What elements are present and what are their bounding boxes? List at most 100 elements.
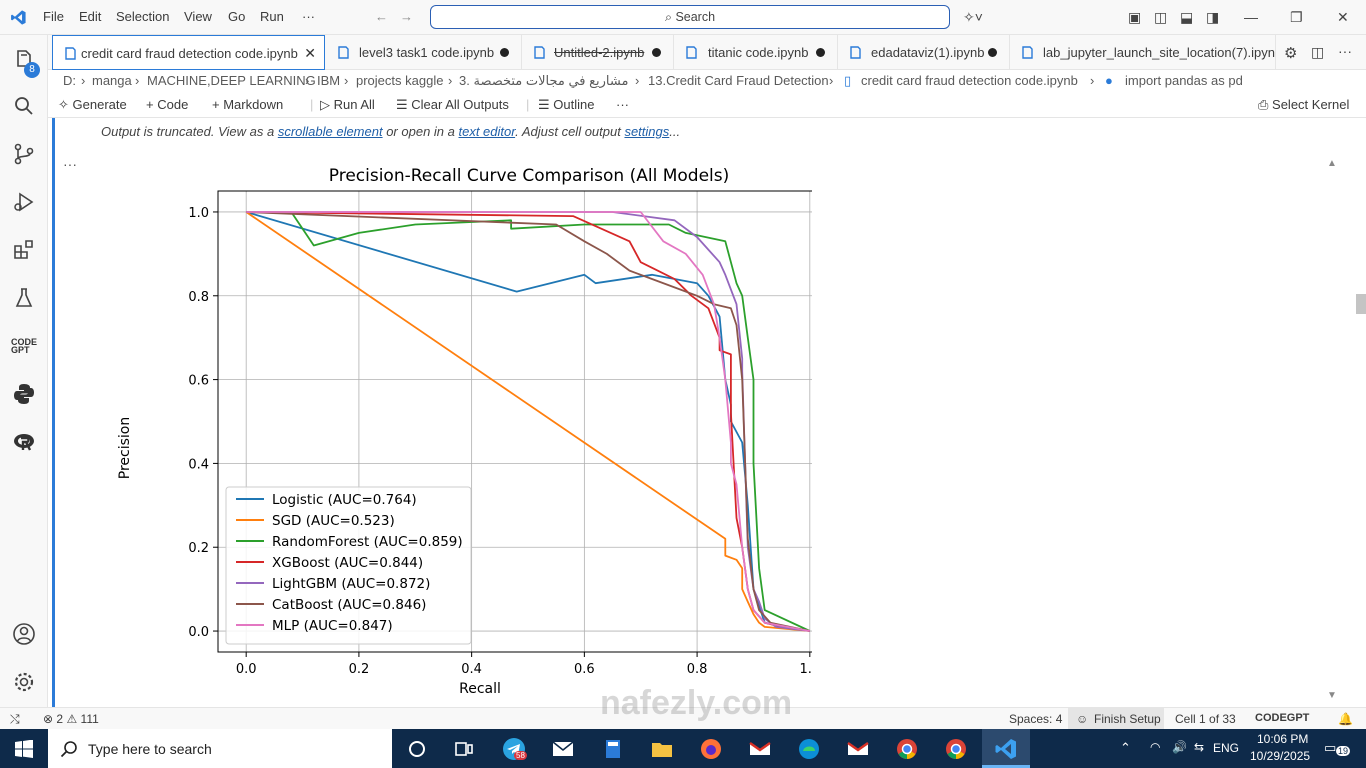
cell-position[interactable]: Cell 1 of 33 [1175, 712, 1236, 726]
scroll-up-icon[interactable]: ▲ [1327, 158, 1337, 169]
vscode-logo-icon[interactable] [10, 9, 27, 26]
toolbar-more-button[interactable]: ··· [616, 97, 629, 112]
command-search-box[interactable]: ⌕ Search [430, 5, 950, 29]
explorer-icon[interactable] [12, 48, 36, 72]
gmail-icon-2[interactable] [846, 737, 870, 761]
breadcrumb-sep-icon: › [829, 73, 834, 88]
tab-edadataviz[interactable]: edadataviz(1).ipynb [838, 35, 1010, 70]
menu-file[interactable]: File [43, 9, 64, 24]
breadcrumb-item[interactable]: IBM [317, 73, 341, 88]
scrollbar-thumb[interactable] [1356, 294, 1366, 314]
tab-settings-gear-icon[interactable]: ⚙ [1284, 45, 1298, 62]
clear-label: Clear All Outputs [411, 97, 509, 112]
clear-outputs-button[interactable]: ☰ Clear All Outputs [396, 97, 509, 113]
toggle-sidebar-icon[interactable]: ◫ [1154, 9, 1168, 25]
chrome-profile-icon[interactable] [944, 737, 968, 761]
unsaved-dot-icon [652, 48, 661, 57]
vscode-taskbar-button[interactable] [982, 729, 1030, 768]
add-markdown-button[interactable]: + Markdown [212, 97, 283, 112]
menu-run[interactable]: Run [260, 9, 284, 24]
firefox-icon[interactable] [699, 737, 723, 761]
source-control-icon[interactable] [12, 142, 36, 166]
breadcrumb-item[interactable]: projects kaggle [356, 73, 444, 88]
notebook-file-icon: ▯ [844, 73, 852, 88]
tab-untitled-2[interactable]: Untitled-2.ipynb [522, 35, 674, 70]
action-center-icon[interactable]: ▭ [1324, 740, 1337, 755]
breadcrumb-item[interactable]: credit card fraud detection code.ipynb [861, 73, 1078, 88]
add-code-button[interactable]: + Code [146, 97, 188, 112]
remote-icon[interactable]: ⤭ [10, 712, 20, 726]
menu-view[interactable]: View [184, 9, 212, 24]
taskbar-search-box[interactable]: Type here to search [48, 729, 392, 768]
network-icon[interactable]: ◠ [1150, 740, 1161, 754]
search-icon[interactable] [12, 94, 36, 118]
cortana-icon[interactable] [405, 737, 429, 761]
close-tab-icon[interactable]: ✕ [304, 45, 316, 61]
volume-icon[interactable]: 🔊 [1172, 740, 1187, 754]
breadcrumb-item[interactable]: import pandas as pd [1125, 73, 1243, 88]
mail-icon[interactable] [551, 737, 575, 761]
text-editor-link[interactable]: text editor [458, 124, 516, 139]
layout-customize-icon[interactable]: ▣ [1128, 9, 1142, 25]
testing-flask-icon[interactable] [12, 286, 36, 310]
clock-time[interactable]: 10:06 PM [1257, 732, 1309, 746]
finish-setup-button[interactable]: ☺ Finish Setup [1068, 708, 1164, 730]
scroll-down-icon[interactable]: ▼ [1327, 690, 1337, 701]
clock-date[interactable]: 10/29/2025 [1250, 749, 1311, 763]
task-view-icon[interactable] [452, 737, 476, 761]
breadcrumb-item[interactable]: D: [63, 73, 76, 88]
x-tick-label: 1.0 [799, 662, 812, 677]
calculator-icon[interactable] [601, 737, 625, 761]
generate-button[interactable]: ✧ Generate [58, 97, 127, 113]
output-more-actions[interactable]: ··· [63, 156, 77, 172]
language-switch-icon[interactable]: ⇆ [1194, 740, 1205, 754]
run-debug-icon[interactable] [12, 190, 36, 214]
notifications-bell-icon[interactable]: 🔔 [1338, 712, 1353, 726]
r-language-icon[interactable] [12, 430, 36, 454]
tab-credit-card-fraud[interactable]: credit card fraud detection code.ipynb ✕ [52, 35, 325, 70]
tab-level3-task1[interactable]: level3 task1 code.ipynb [326, 35, 522, 70]
close-window-icon[interactable]: ✕ [1337, 9, 1349, 25]
split-editor-icon[interactable]: ◫ [1311, 44, 1325, 60]
tab-lab-jupyter[interactable]: lab_jupyter_launch_site_location(7).ipyn… [1010, 35, 1276, 70]
indentation-status[interactable]: Spaces: 4 [1009, 712, 1063, 726]
toggle-panel-icon[interactable]: ⬓ [1180, 9, 1194, 25]
python-icon[interactable] [12, 382, 36, 406]
menu-selection[interactable]: Selection [116, 9, 170, 24]
settings-gear-icon[interactable] [12, 670, 36, 694]
file-explorer-icon[interactable] [650, 737, 674, 761]
tab-more-icon[interactable]: ··· [1338, 43, 1352, 59]
problems-indicator[interactable]: ⊗ 2 ⚠ 111 [43, 712, 99, 726]
forward-arrow-icon[interactable]: → [400, 9, 413, 24]
windows-start-icon[interactable] [15, 740, 33, 758]
menu-edit[interactable]: Edit [79, 9, 102, 24]
back-arrow-icon[interactable]: ← [375, 9, 388, 24]
restore-icon[interactable]: ❐ [1290, 9, 1303, 25]
breadcrumb-item[interactable]: manga [92, 73, 132, 88]
minimize-icon[interactable]: — [1244, 9, 1258, 25]
outline-button[interactable]: ☰ Outline [538, 97, 594, 113]
legend-label: SGD (AUC=0.523) [272, 513, 395, 529]
breadcrumb-item[interactable]: MACHINE,DEEP LEARNING [147, 73, 316, 88]
chrome-icon[interactable] [895, 737, 919, 761]
language-indicator[interactable]: ENG [1213, 741, 1240, 755]
menu-go[interactable]: Go [228, 9, 246, 24]
menu-more[interactable]: ··· [302, 9, 315, 24]
codegpt-icon[interactable]: CODE GPT [11, 337, 38, 355]
extensions-icon[interactable] [12, 238, 36, 262]
warning-count: 111 [80, 712, 99, 726]
select-kernel-button[interactable]: ⎙ Select Kernel [1258, 97, 1349, 113]
show-hidden-icons-chevron-icon[interactable]: ⌃ [1120, 740, 1131, 755]
run-all-button[interactable]: ▷ Run All [320, 97, 375, 113]
scrollable-element-link[interactable]: scrollable element [277, 124, 383, 139]
codegpt-status[interactable]: CODEGPT [1255, 712, 1310, 724]
edge-icon[interactable] [797, 737, 821, 761]
account-icon[interactable] [12, 622, 36, 646]
tab-titanic[interactable]: titanic code.ipynb [674, 35, 838, 70]
copilot-icon[interactable]: ✧˅ [963, 9, 983, 25]
gmail-icon[interactable] [748, 737, 772, 761]
toggle-secondary-sidebar-icon[interactable]: ◨ [1206, 9, 1220, 25]
breadcrumb-item[interactable]: 13.Credit Card Fraud Detection [648, 73, 829, 88]
settings-link[interactable]: settings [624, 124, 670, 139]
breadcrumb-item[interactable]: 3. مشاريع في مجالات متخصصة [459, 73, 629, 88]
